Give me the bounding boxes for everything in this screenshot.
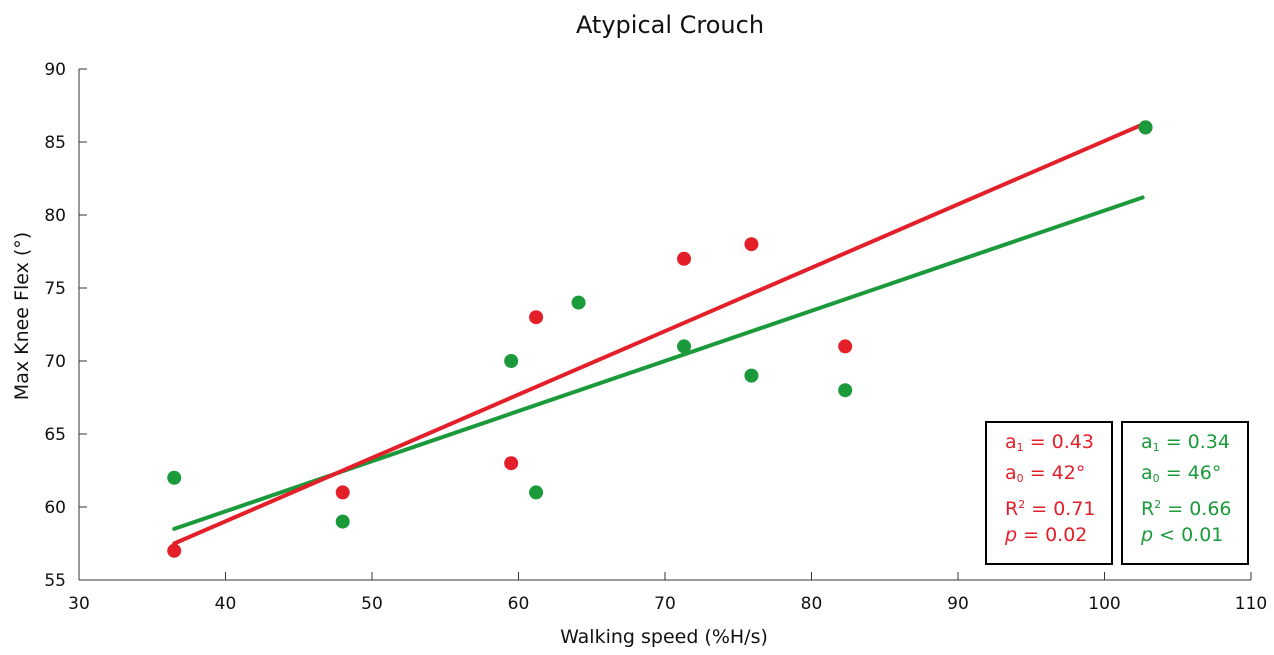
data-point-series-1 [1138,120,1153,135]
data-point-series-0 [167,543,182,558]
data-point-series-1 [335,514,350,529]
x-tick-label: 40 [215,594,237,614]
data-point-series-1 [529,485,544,500]
x-tick-label: 60 [508,594,530,614]
x-tick-label: 30 [68,594,90,614]
stat-intercept: a0 = 42° [1005,462,1086,485]
x-tick-label: 70 [654,594,676,614]
stat-intercept: a0 = 46° [1141,462,1222,485]
data-point-series-1 [571,295,586,310]
data-point-series-0 [677,251,692,266]
y-tick-label: 80 [44,206,66,226]
stat-p-value: p = 0.02 [1005,524,1088,546]
data-point-series-0 [504,456,519,471]
data-point-series-0 [838,339,853,354]
x-tick-label: 80 [801,594,823,614]
data-point-series-0 [529,310,544,325]
data-point-series-0 [744,237,759,252]
chart-title: Atypical Crouch [576,11,764,39]
stat-slope: a1 = 0.34 [1141,431,1230,454]
axes: 30 40 50 60 70 80 90 100 110 55 60 65 70 75 80 85 90 [44,60,1267,614]
data-point-series-1 [167,470,182,485]
data-points [167,120,1153,558]
x-tick-label: 100 [1088,594,1120,614]
y-tick-label: 70 [44,352,66,372]
data-point-series-0 [335,485,350,500]
data-point-series-1 [504,354,519,368]
y-tick-label: 75 [44,279,66,299]
y-tick-label: 85 [44,133,66,153]
stat-r-squared: R2 = 0.71 [1005,498,1096,520]
x-tick-label: 110 [1235,594,1267,614]
fit-line-0 [172,122,1145,546]
data-point-series-1 [838,383,853,398]
stats-box-red: a1 = 0.43 a0 = 42° R2 = 0.71 p = 0.02 [985,421,1113,565]
data-point-series-1 [677,339,692,354]
y-tick-label: 65 [44,425,66,445]
stats-box-green: a1 = 0.34 a0 = 46° R2 = 0.66 p < 0.01 [1121,421,1249,565]
y-tick-label: 90 [44,60,66,80]
stat-r-squared: R2 = 0.66 [1141,498,1232,520]
y-tick-label: 55 [44,571,66,591]
x-tick-label: 50 [361,594,383,614]
y-axis-title: Max Knee Flex (°) [11,232,33,400]
stat-p-value: p < 0.01 [1141,524,1224,546]
fit-lines [172,122,1145,546]
stat-slope: a1 = 0.43 [1005,431,1094,454]
y-tick-label: 60 [44,498,66,518]
x-axis-title: Walking speed (%H/s) [560,626,768,648]
data-point-series-1 [744,368,759,383]
x-tick-label: 90 [947,594,969,614]
